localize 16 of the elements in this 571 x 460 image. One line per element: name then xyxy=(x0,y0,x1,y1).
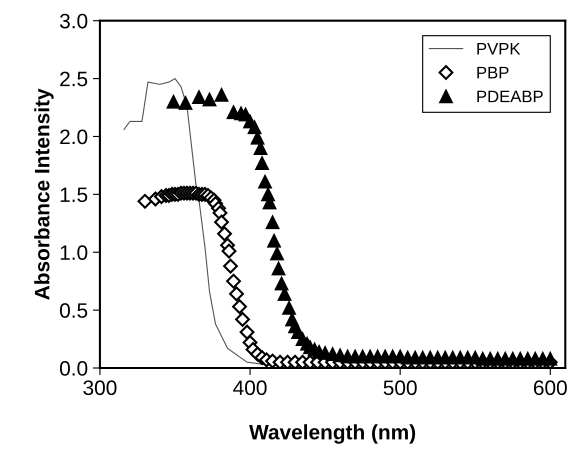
x-tick-label: 400 xyxy=(233,380,267,396)
y-tick-label: 2.5 xyxy=(60,72,88,86)
y-tick-label: 1.0 xyxy=(60,245,88,260)
x-tick-label: 600 xyxy=(534,380,567,396)
y-tick-label: 3.0 xyxy=(60,14,88,28)
y-tick-label: 0.5 xyxy=(60,303,88,318)
y-tick-label: 0.0 xyxy=(60,361,88,376)
x-tick-label: 500 xyxy=(384,380,417,396)
legend-label: PVPK xyxy=(477,42,520,54)
legend-label: PBP xyxy=(477,66,508,78)
y-tick-label: 1.5 xyxy=(60,188,88,202)
legend-label: PDEABP xyxy=(477,90,543,102)
y-axis-title: Absorbance Intensity xyxy=(34,88,54,300)
x-axis-title: Wavelength (nm) xyxy=(249,424,416,444)
y-tick-label: 2.0 xyxy=(60,129,88,144)
x-tick-label: 300 xyxy=(83,380,116,396)
